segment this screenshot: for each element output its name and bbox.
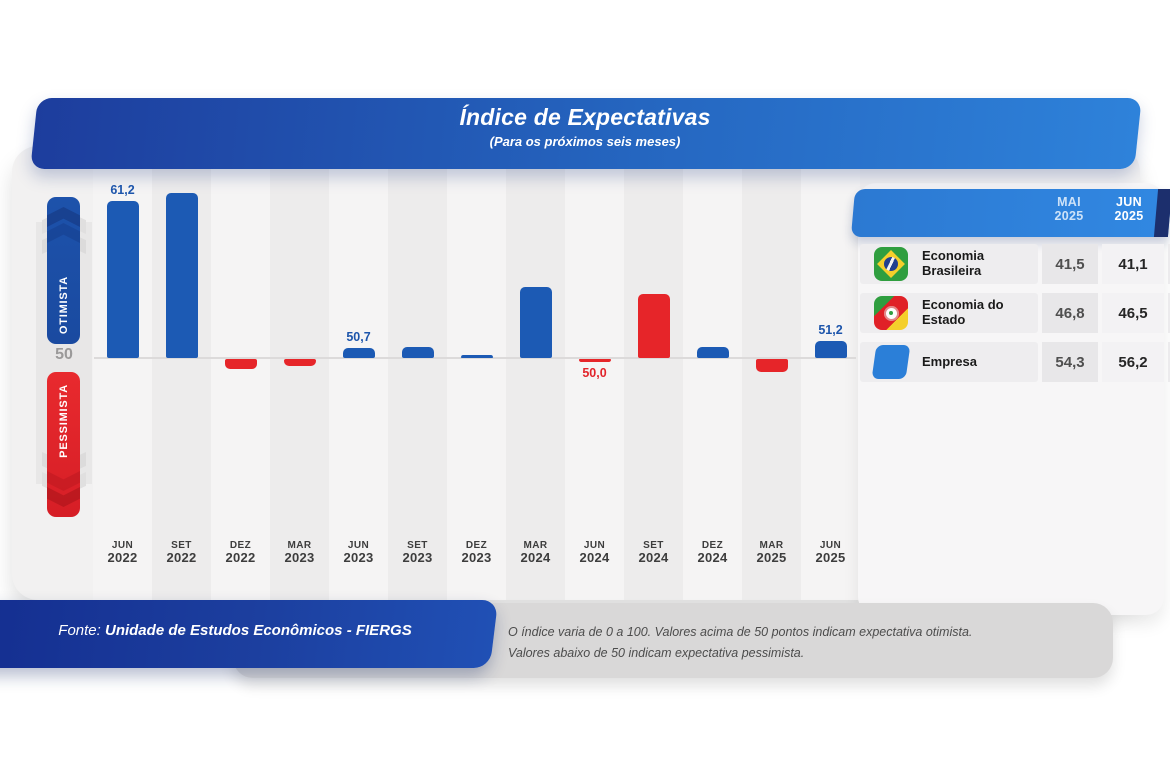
x-axis-label-jun-2023: JUN 2023 <box>343 540 374 565</box>
footer-note-line1: O índice varia de 0 a 100. Valores acima… <box>508 625 973 639</box>
page-title: Índice de Expectativas <box>459 104 711 130</box>
company-blue-icon <box>871 345 911 379</box>
pessimist-arrow: PESSIMISTA <box>47 372 80 517</box>
table-row: Economia Brasileira 41,5 41,1 <box>860 244 1170 284</box>
value-next-column-cut <box>1168 244 1170 284</box>
x-axis-label-jun-2022: JUN 2022 <box>107 540 138 565</box>
optimist-arrow: OTIMISTA <box>47 197 80 344</box>
bar-jun-2023 <box>342 348 375 358</box>
brazil-flag-icon <box>874 247 908 281</box>
bar-value-label: 61,2 <box>110 183 135 198</box>
column-stripe <box>565 146 624 600</box>
chevron-down-icon <box>47 471 80 491</box>
x-axis-label-mar-2024: MAR 2024 <box>520 540 551 565</box>
bar-value-label: 51,2 <box>818 323 843 338</box>
chevron-up-icon <box>47 207 80 227</box>
x-axis-label-dez-2024: DEZ 2024 <box>697 540 728 565</box>
value-jun-2025: 46,5 <box>1102 293 1164 333</box>
column-stripe <box>329 146 388 600</box>
column-stripe <box>683 146 742 600</box>
row-label: Empresa <box>922 353 977 369</box>
column-stripe <box>388 146 447 600</box>
value-mai-2025: 54,3 <box>1042 342 1098 382</box>
table-row: Economia do Estado 46,8 46,5 <box>860 293 1170 333</box>
x-axis-label-dez-2022: DEZ 2022 <box>225 540 256 565</box>
chevron-up-icon <box>47 223 80 243</box>
value-mai-2025: 46,8 <box>1042 293 1098 333</box>
column-stripe <box>506 146 565 600</box>
column-stripe <box>447 146 506 600</box>
page-subtitle: (Para os próximos seis meses) <box>489 134 681 149</box>
value-jun-2025: 56,2 <box>1102 342 1164 382</box>
column-stripe <box>624 146 683 600</box>
value-next-column-cut <box>1168 293 1170 333</box>
row-label-cell: Economia Brasileira <box>860 244 1038 284</box>
rs-flag-icon <box>874 296 908 330</box>
bar-jun-2025 <box>814 341 847 358</box>
footer-note-line2: Valores abaixo de 50 indicam expectativa… <box>508 646 805 661</box>
bar-mar-2024 <box>519 286 552 358</box>
bar-dez-2022 <box>224 359 257 369</box>
row-label-cell: Economia do Estado <box>860 293 1038 333</box>
source-name: Unidade de Estudos Econômicos - FIERGS <box>104 622 412 639</box>
column-stripe <box>742 146 801 600</box>
bar-set-2023 <box>401 346 434 358</box>
pessimist-label: PESSIMISTA <box>57 384 70 458</box>
x-axis-label-set-2022: SET 2022 <box>166 540 197 565</box>
bar-jun-2022 <box>106 201 139 358</box>
table-column-jun-2025: JUN 2025 <box>1114 195 1144 223</box>
x-axis-label-mar-2023: MAR 2023 <box>284 540 315 565</box>
x-axis-label-set-2023: SET 2023 <box>402 540 433 565</box>
bar-value-label: 50,7 <box>346 330 371 345</box>
axis-midpoint-50: 50 <box>55 346 73 363</box>
value-mai-2025: 41,5 <box>1042 244 1098 284</box>
header-text: Índice de Expectativas (Para os próximos… <box>35 104 1135 149</box>
row-label: Economia Brasileira <box>922 248 985 278</box>
x-axis-label-mar-2025: MAR 2025 <box>756 540 787 565</box>
bar-set-2024 <box>637 293 670 358</box>
x-axis-label-jun-2024: JUN 2024 <box>579 540 610 565</box>
x-axis-label-set-2024: SET 2024 <box>638 540 669 565</box>
value-next-column-cut <box>1168 342 1170 382</box>
bar-dez-2024 <box>696 346 729 358</box>
row-label-cell: Empresa <box>860 342 1038 382</box>
table-column-mai-2025: MAI 2025 <box>1054 195 1084 223</box>
x-axis-label-dez-2023: DEZ 2023 <box>461 540 492 565</box>
column-stripe <box>211 146 270 600</box>
footer-note-text: O índice varia de 0 a 100. Valores acima… <box>508 622 988 665</box>
bar-set-2022 <box>165 192 198 358</box>
baseline-50 <box>94 357 856 359</box>
bar-value-label: 50,0 <box>582 366 607 380</box>
column-stripe <box>801 146 860 600</box>
bar-jun-2024 <box>578 359 611 362</box>
table-row: Empresa 54,3 56,2 <box>860 342 1170 382</box>
value-jun-2025: 41,1 <box>1102 244 1164 284</box>
source-prefix: Fonte: <box>58 622 101 639</box>
source-text: Fonte: Unidade de Estudos Econômicos - F… <box>0 622 470 639</box>
bar-dez-2023 <box>460 355 493 358</box>
optimist-label: OTIMISTA <box>57 275 70 334</box>
column-stripe <box>270 146 329 600</box>
row-label: Economia do Estado <box>922 297 1004 327</box>
bar-mar-2025 <box>755 359 788 372</box>
bar-mar-2023 <box>283 359 316 366</box>
x-axis-label-jun-2025: JUN 2025 <box>815 540 846 565</box>
